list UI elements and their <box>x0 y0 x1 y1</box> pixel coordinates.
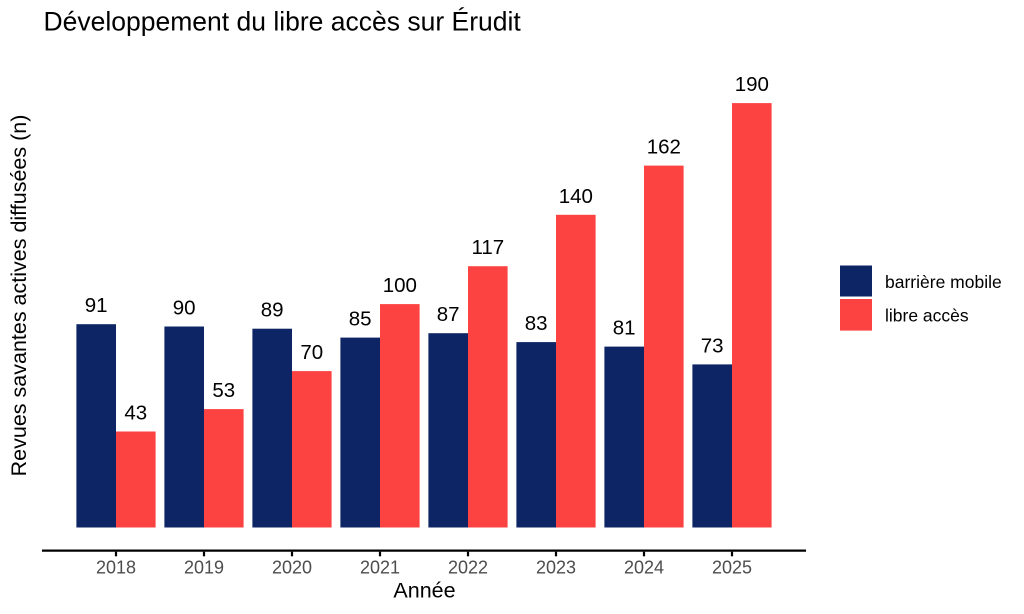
svg-text:100: 100 <box>383 274 417 297</box>
svg-text:89: 89 <box>261 299 284 322</box>
svg-text:barrière mobile: barrière mobile <box>885 272 1002 292</box>
svg-text:2020: 2020 <box>272 558 312 578</box>
svg-text:2021: 2021 <box>360 558 400 578</box>
svg-text:87: 87 <box>437 303 460 326</box>
svg-text:2023: 2023 <box>536 558 576 578</box>
svg-text:2022: 2022 <box>448 558 488 578</box>
svg-text:70: 70 <box>300 341 323 364</box>
svg-text:2024: 2024 <box>624 558 664 578</box>
svg-text:libre accès: libre accès <box>885 306 969 326</box>
svg-text:2018: 2018 <box>96 558 136 578</box>
svg-text:162: 162 <box>647 136 681 159</box>
svg-text:Développement du libre accès s: Développement du libre accès sur Érudit <box>44 6 522 36</box>
svg-text:90: 90 <box>173 297 196 320</box>
svg-text:53: 53 <box>212 379 235 402</box>
svg-text:Année: Année <box>393 578 455 602</box>
svg-text:73: 73 <box>701 334 724 357</box>
svg-text:81: 81 <box>613 317 636 340</box>
svg-text:2025: 2025 <box>712 558 752 578</box>
svg-text:83: 83 <box>525 312 548 335</box>
svg-text:43: 43 <box>124 402 147 425</box>
svg-text:2019: 2019 <box>184 558 224 578</box>
svg-text:Revues savantes actives diffus: Revues savantes actives diffusées (n) <box>7 115 31 477</box>
svg-text:85: 85 <box>349 308 372 331</box>
svg-text:91: 91 <box>85 294 108 317</box>
svg-text:117: 117 <box>471 236 504 259</box>
svg-text:190: 190 <box>735 73 769 96</box>
svg-text:140: 140 <box>559 185 593 208</box>
